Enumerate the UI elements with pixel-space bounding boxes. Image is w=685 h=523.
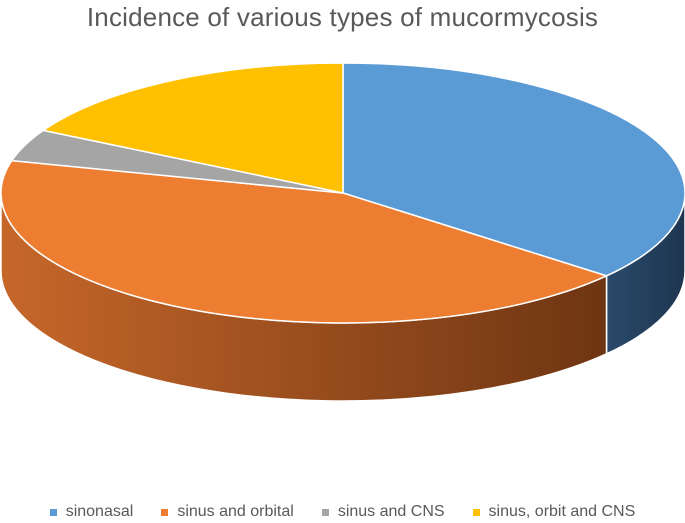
legend-item-sinus-and-cns: sinus and CNS: [321, 503, 445, 521]
legend-item-sinus-orbit-and-cns: sinus, orbit and CNS: [472, 503, 636, 521]
legend-label-sinus-orbit-and-cns: sinus, orbit and CNS: [488, 503, 636, 520]
legend-label-sinus-and-cns: sinus and CNS: [337, 503, 445, 520]
legend-swatch-sinus-orbit-and-cns: [472, 508, 480, 516]
legend-item-sinus-and-orbital: sinus and orbital: [161, 503, 294, 521]
legend-swatch-sinus-and-orbital: [161, 508, 169, 516]
pie-slice-sinonasal[interactable]: [342, 62, 685, 277]
pie-chart: [0, 62, 685, 402]
pie-slices: [0, 62, 685, 324]
legend-label-sinus-and-orbital: sinus and orbital: [177, 503, 294, 520]
legend-item-sinonasal: sinonasal: [49, 503, 134, 521]
legend-swatch-sinus-and-cns: [321, 508, 329, 516]
legend: sinonasal sinus and orbital sinus and CNS s…: [0, 502, 685, 522]
pie-slice-sinus-orbit-and-cns[interactable]: [42, 62, 344, 194]
chart-title: Incidence of various types of mucormycos…: [86, 2, 599, 32]
legend-label-sinonasal: sinonasal: [65, 503, 134, 520]
pie-slice-sinus-and-orbital[interactable]: [0, 159, 608, 324]
legend-swatch-sinonasal: [49, 508, 57, 516]
